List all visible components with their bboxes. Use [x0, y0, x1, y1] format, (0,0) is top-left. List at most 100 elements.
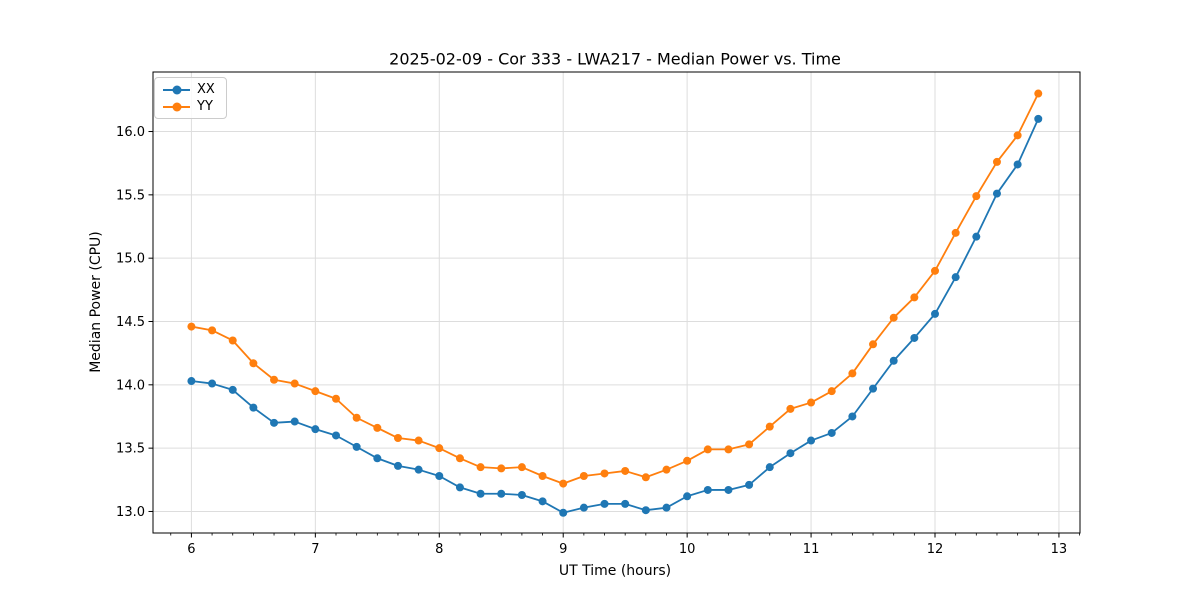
legend-label-xx: XX — [197, 82, 215, 97]
series-xx-marker — [807, 436, 816, 445]
series-yy-marker — [270, 375, 279, 384]
y-tick-label: 14.0 — [116, 378, 145, 393]
legend: XX YY — [154, 77, 227, 119]
x-tick-label: 9 — [559, 542, 567, 557]
series-xx-marker — [600, 499, 609, 508]
series-yy-marker — [1013, 131, 1022, 140]
series-yy-marker — [869, 340, 878, 349]
series-yy-marker — [187, 322, 196, 331]
series-xx-marker — [249, 403, 258, 412]
series-xx-marker — [332, 431, 341, 440]
series-xx-marker — [1034, 114, 1043, 123]
x-tick-label: 12 — [927, 542, 944, 557]
series-yy-marker — [435, 444, 444, 453]
series-yy-marker — [311, 387, 320, 396]
y-tick-label: 15.5 — [116, 188, 145, 203]
series-xx-marker — [931, 309, 940, 318]
series-xx-marker — [579, 503, 588, 512]
y-tick-label: 16.0 — [116, 125, 145, 140]
chart-title: 2025-02-09 - Cor 333 - LWA217 - Median P… — [389, 49, 841, 69]
series-yy-marker — [827, 387, 836, 396]
x-tick-label: 8 — [435, 542, 443, 557]
series-yy-line — [191, 93, 1040, 485]
series-xx-marker — [621, 499, 630, 508]
series-xx-marker — [311, 425, 320, 434]
series-yy-marker — [538, 472, 547, 481]
series-yy-marker — [559, 479, 568, 488]
series-xx-line — [191, 118, 1040, 514]
series-yy-marker — [807, 398, 816, 407]
series-xx-marker — [435, 472, 444, 481]
series-yy-marker — [951, 228, 960, 237]
series-xx-marker — [703, 485, 712, 494]
series-yy-marker — [621, 466, 630, 475]
series-xx-marker — [517, 491, 526, 500]
x-tick-label: 6 — [187, 542, 195, 557]
series-yy-marker — [745, 440, 754, 449]
series-xx-marker — [476, 489, 485, 498]
series-xx-marker — [910, 333, 919, 342]
series-yy-marker — [931, 266, 940, 275]
series-yy-marker — [579, 472, 588, 481]
series-xx-marker — [641, 506, 650, 515]
series-yy-marker — [724, 445, 733, 454]
series-yy-marker — [332, 394, 341, 403]
legend-line-sample-xx — [163, 83, 190, 96]
series-xx-marker — [992, 189, 1001, 198]
series-yy-marker — [972, 192, 981, 201]
series-xx-marker — [290, 417, 299, 426]
series-xx-marker — [559, 508, 568, 517]
legend-marker-yy — [172, 102, 181, 111]
series-yy-marker — [497, 464, 506, 473]
legend-item-yy: YY — [163, 100, 215, 113]
series-yy-marker — [992, 157, 1001, 166]
x-tick-label: 7 — [311, 542, 319, 557]
y-tick-label: 13.5 — [116, 442, 145, 457]
series-yy-marker — [765, 422, 774, 431]
series-yy-marker — [352, 413, 361, 422]
series-yy-marker — [703, 445, 712, 454]
series-yy-marker — [228, 336, 237, 345]
series-xx-marker — [538, 497, 547, 506]
series-xx-marker — [848, 412, 857, 421]
series-xx-marker — [827, 428, 836, 437]
series-yy-marker — [910, 293, 919, 302]
series-xx-marker — [869, 384, 878, 393]
series-xx-marker — [951, 273, 960, 282]
series-xx-marker — [662, 503, 671, 512]
series-xx-marker — [786, 449, 795, 458]
series-yy-marker — [455, 454, 464, 463]
legend-line-sample-yy — [163, 100, 190, 113]
legend-item-xx: XX — [163, 83, 215, 96]
series-xx-marker — [765, 463, 774, 472]
series-yy-marker — [249, 359, 258, 368]
series-yy-marker — [1034, 89, 1043, 98]
x-tick-label: 11 — [803, 542, 820, 557]
series-yy-marker — [600, 469, 609, 478]
series-yy-marker — [786, 404, 795, 413]
series-xx-marker — [972, 232, 981, 241]
y-tick-label: 13.0 — [116, 505, 145, 520]
series-yy-marker — [517, 463, 526, 472]
y-tick-label: 15.0 — [116, 252, 145, 267]
y-tick-label: 14.5 — [116, 315, 145, 330]
series-xx-marker — [683, 492, 692, 501]
series-yy-marker — [393, 434, 402, 443]
x-tick-label: 10 — [679, 542, 696, 557]
legend-marker-xx — [172, 85, 181, 94]
legend-label-yy: YY — [197, 99, 213, 114]
series-yy-marker — [848, 369, 857, 378]
series-yy-marker — [662, 465, 671, 474]
series-xx-marker — [889, 356, 898, 365]
series-yy-marker — [290, 379, 299, 388]
series-yy-marker — [208, 326, 217, 335]
series-xx-marker — [1013, 160, 1022, 169]
series-xx-marker — [373, 454, 382, 463]
series-yy-marker — [683, 456, 692, 465]
series-yy-marker — [373, 423, 382, 432]
series-xx-marker — [414, 465, 423, 474]
x-axis-label: UT Time (hours) — [558, 563, 672, 579]
series-xx-marker — [393, 461, 402, 470]
series-xx-marker — [187, 377, 196, 386]
